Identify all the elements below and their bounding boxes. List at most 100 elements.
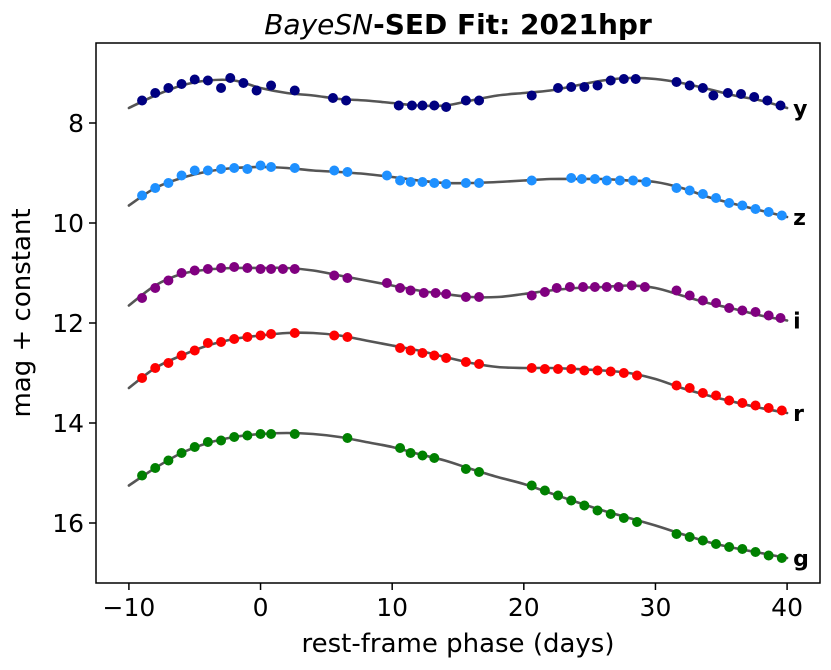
data-point-y-10 — [266, 80, 277, 91]
data-point-i-20 — [441, 289, 452, 299]
data-point-i-23 — [526, 290, 537, 301]
data-point-z-21 — [474, 178, 485, 188]
data-point-g-12 — [342, 433, 353, 443]
data-point-z-31 — [684, 185, 695, 196]
data-point-z-19 — [441, 179, 452, 189]
data-point-g-18 — [474, 467, 485, 477]
data-point-z-7 — [229, 163, 240, 173]
data-point-y-30 — [684, 80, 695, 91]
data-point-z-36 — [750, 204, 761, 214]
data-point-r-33 — [711, 390, 722, 401]
data-point-z-28 — [628, 175, 639, 186]
data-point-i-8 — [242, 263, 253, 273]
data-point-r-27 — [605, 366, 616, 377]
x-tick-label-5: 40 — [771, 593, 803, 622]
data-point-z-37 — [763, 207, 774, 217]
data-point-g-30 — [697, 535, 708, 546]
data-point-g-4 — [189, 442, 200, 452]
data-point-y-21 — [526, 90, 537, 101]
x-axis-label: rest-frame phase (days) — [302, 629, 615, 659]
data-point-i-0 — [137, 293, 148, 303]
data-point-r-2 — [163, 358, 174, 368]
data-point-g-11 — [289, 429, 300, 439]
data-point-y-26 — [605, 75, 616, 86]
data-point-i-41 — [775, 313, 786, 323]
data-point-g-15 — [417, 450, 428, 461]
data-point-i-2 — [163, 275, 174, 286]
data-point-y-37 — [775, 100, 786, 111]
data-point-r-22 — [539, 364, 550, 374]
data-point-z-4 — [189, 165, 200, 176]
data-point-r-34 — [724, 395, 735, 406]
y-tick-label-3: 14 — [52, 409, 84, 438]
data-point-r-11 — [289, 328, 300, 338]
data-point-r-20 — [474, 359, 485, 369]
data-point-g-36 — [776, 553, 787, 563]
data-point-y-3 — [176, 79, 187, 89]
data-point-g-25 — [605, 509, 616, 519]
data-point-r-17 — [429, 350, 440, 361]
data-point-z-3 — [176, 170, 187, 181]
data-point-r-9 — [255, 330, 266, 341]
data-point-g-14 — [405, 448, 416, 458]
data-point-g-0 — [137, 470, 148, 481]
data-point-z-6 — [216, 164, 227, 174]
data-point-y-8 — [238, 78, 249, 88]
y-axis-ticks: 8 10 12 14 16 — [52, 109, 96, 538]
data-point-r-37 — [763, 403, 774, 413]
data-point-y-2 — [163, 83, 174, 93]
data-point-r-30 — [671, 380, 682, 391]
data-point-z-0 — [137, 190, 148, 201]
data-point-z-18 — [429, 178, 440, 188]
data-point-r-6 — [216, 337, 227, 347]
data-point-r-28 — [618, 368, 629, 378]
data-point-z-23 — [566, 173, 577, 183]
data-point-g-1 — [150, 463, 161, 473]
data-point-i-15 — [381, 278, 392, 288]
data-point-r-25 — [579, 365, 590, 376]
data-point-r-1 — [150, 363, 161, 373]
data-point-y-24 — [579, 82, 590, 92]
band-label-g: g — [793, 547, 809, 572]
data-point-z-33 — [711, 193, 722, 203]
data-point-y-33 — [722, 88, 733, 98]
data-point-z-1 — [150, 183, 161, 193]
band-label-i: i — [793, 310, 801, 335]
data-point-i-6 — [216, 263, 227, 273]
data-point-i-21 — [460, 292, 471, 302]
y-axis-label: mag + constant — [7, 208, 37, 417]
data-point-z-34 — [724, 198, 735, 208]
data-point-y-19 — [460, 95, 471, 106]
data-point-y-29 — [671, 77, 682, 87]
band-labels: y z i r g — [793, 97, 809, 572]
data-point-g-32 — [724, 542, 735, 552]
data-point-y-31 — [697, 83, 708, 93]
data-point-i-25 — [551, 283, 562, 293]
data-point-g-35 — [763, 550, 774, 561]
data-point-r-21 — [526, 363, 537, 373]
data-point-r-23 — [553, 364, 564, 374]
data-point-y-0 — [137, 95, 148, 106]
data-point-i-9 — [255, 264, 266, 274]
data-point-z-9 — [255, 160, 266, 171]
data-point-i-40 — [763, 310, 774, 321]
data-point-r-10 — [266, 329, 277, 339]
data-point-g-34 — [750, 547, 761, 557]
chart-title-rest: -SED Fit: 2021hpr — [373, 8, 652, 41]
data-point-i-26 — [564, 282, 575, 292]
data-point-z-32 — [697, 189, 708, 199]
data-point-r-32 — [697, 388, 708, 398]
data-point-g-17 — [460, 464, 471, 474]
data-point-y-13 — [341, 95, 352, 106]
data-points — [137, 73, 787, 563]
data-point-i-16 — [395, 283, 406, 293]
model-curve-r — [127, 331, 789, 415]
data-point-r-18 — [441, 353, 452, 363]
data-point-i-37 — [724, 303, 735, 313]
data-point-g-27 — [632, 517, 643, 527]
data-point-y-25 — [592, 80, 603, 91]
data-point-g-3 — [176, 448, 187, 458]
data-point-z-17 — [417, 177, 428, 187]
x-tick-label-3: 20 — [508, 593, 540, 622]
band-label-z: z — [793, 206, 806, 231]
